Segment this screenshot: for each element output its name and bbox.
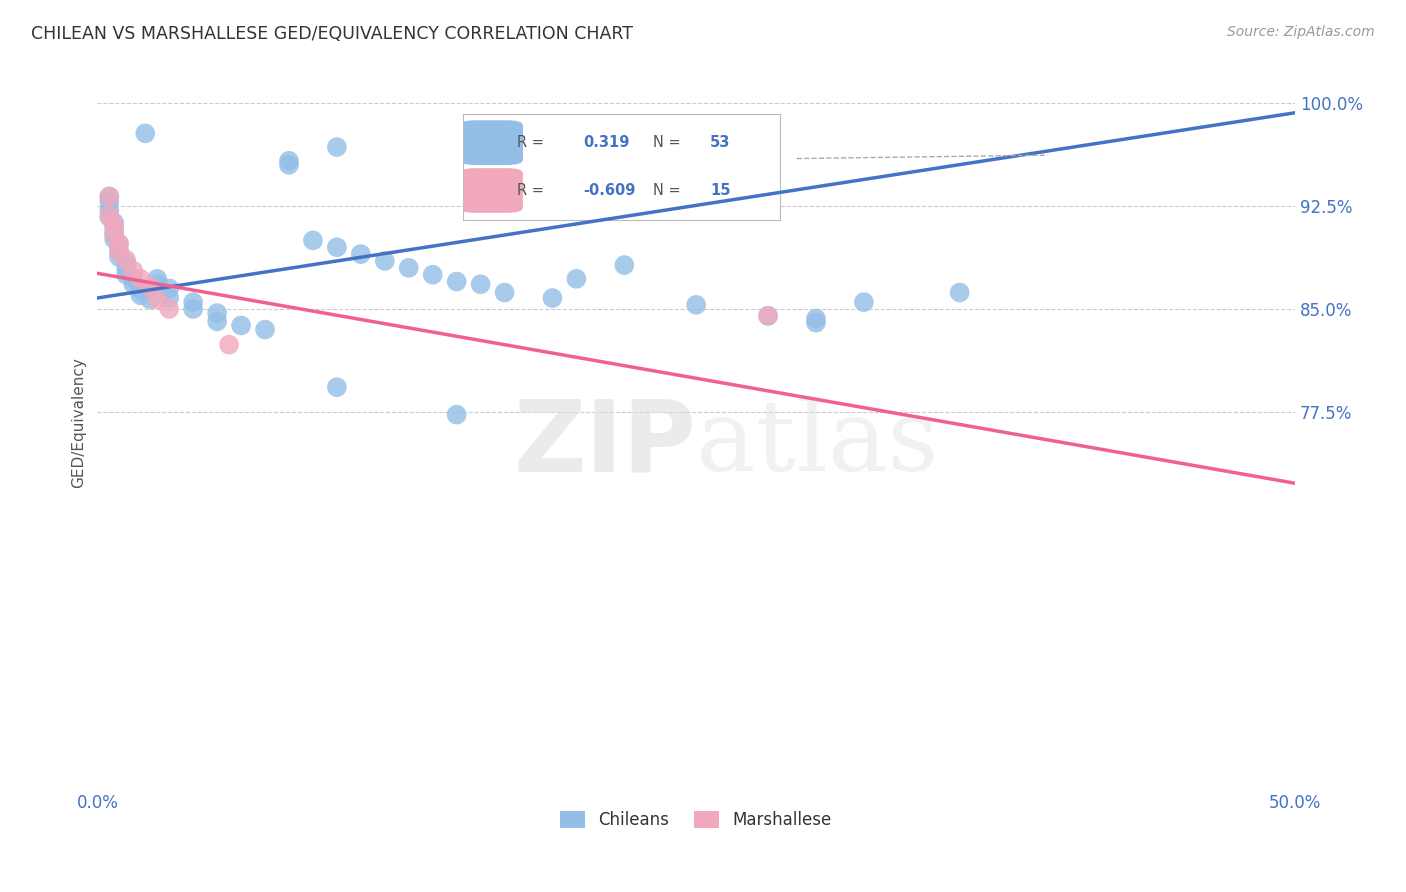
Point: [446, 275, 468, 289]
Point: [98, 209, 121, 223]
Point: [949, 285, 972, 300]
Point: [122, 277, 145, 292]
Text: atlas: atlas: [696, 396, 939, 492]
Point: [446, 408, 468, 422]
Y-axis label: GED/Equivalency: GED/Equivalency: [72, 357, 86, 488]
Point: [103, 221, 125, 235]
Point: [350, 247, 373, 261]
Point: [103, 217, 125, 231]
Point: [326, 240, 349, 254]
Point: [565, 272, 588, 286]
Point: [398, 260, 420, 275]
Point: [122, 272, 145, 286]
Point: [108, 236, 131, 251]
Point: [98, 189, 121, 203]
Text: Source: ZipAtlas.com: Source: ZipAtlas.com: [1227, 25, 1375, 39]
Point: [157, 301, 180, 316]
Point: [756, 309, 779, 323]
Point: [685, 298, 707, 312]
Point: [302, 233, 325, 247]
Point: [129, 272, 152, 286]
Point: [108, 250, 131, 264]
Point: [756, 309, 779, 323]
Point: [326, 380, 349, 394]
Point: [541, 291, 564, 305]
Point: [103, 227, 125, 241]
Point: [253, 322, 276, 336]
Point: [103, 215, 125, 229]
Point: [103, 227, 125, 241]
Point: [98, 194, 121, 209]
Point: [804, 316, 827, 330]
Point: [115, 255, 138, 269]
Point: [139, 293, 162, 307]
Point: [613, 258, 636, 272]
Point: [157, 291, 180, 305]
Point: [108, 244, 131, 259]
Point: [108, 237, 131, 252]
Point: [146, 277, 169, 292]
Point: [278, 158, 301, 172]
Point: [218, 337, 240, 351]
Text: ZIP: ZIP: [513, 396, 696, 492]
Point: [205, 314, 228, 328]
Point: [229, 318, 252, 333]
Point: [115, 252, 138, 267]
Point: [422, 268, 444, 282]
Text: CHILEAN VS MARSHALLESE GED/EQUIVALENCY CORRELATION CHART: CHILEAN VS MARSHALLESE GED/EQUIVALENCY C…: [31, 25, 633, 43]
Point: [108, 243, 131, 257]
Point: [146, 272, 169, 286]
Point: [278, 153, 301, 168]
Point: [98, 203, 121, 218]
Point: [374, 254, 396, 268]
Point: [129, 288, 152, 302]
Point: [157, 281, 180, 295]
Point: [494, 285, 516, 300]
Point: [103, 232, 125, 246]
Point: [134, 126, 156, 140]
Point: [181, 301, 204, 316]
Point: [139, 280, 162, 294]
Point: [98, 189, 121, 203]
Point: [804, 311, 827, 326]
Point: [115, 260, 138, 275]
Point: [122, 263, 145, 277]
Point: [129, 283, 152, 297]
Point: [470, 277, 492, 292]
Point: [181, 295, 204, 310]
Point: [98, 210, 121, 224]
Legend: Chileans, Marshallese: Chileans, Marshallese: [554, 805, 839, 836]
Point: [326, 140, 349, 154]
Point: [146, 293, 169, 307]
Point: [205, 306, 228, 320]
Point: [115, 268, 138, 282]
Point: [852, 295, 875, 310]
